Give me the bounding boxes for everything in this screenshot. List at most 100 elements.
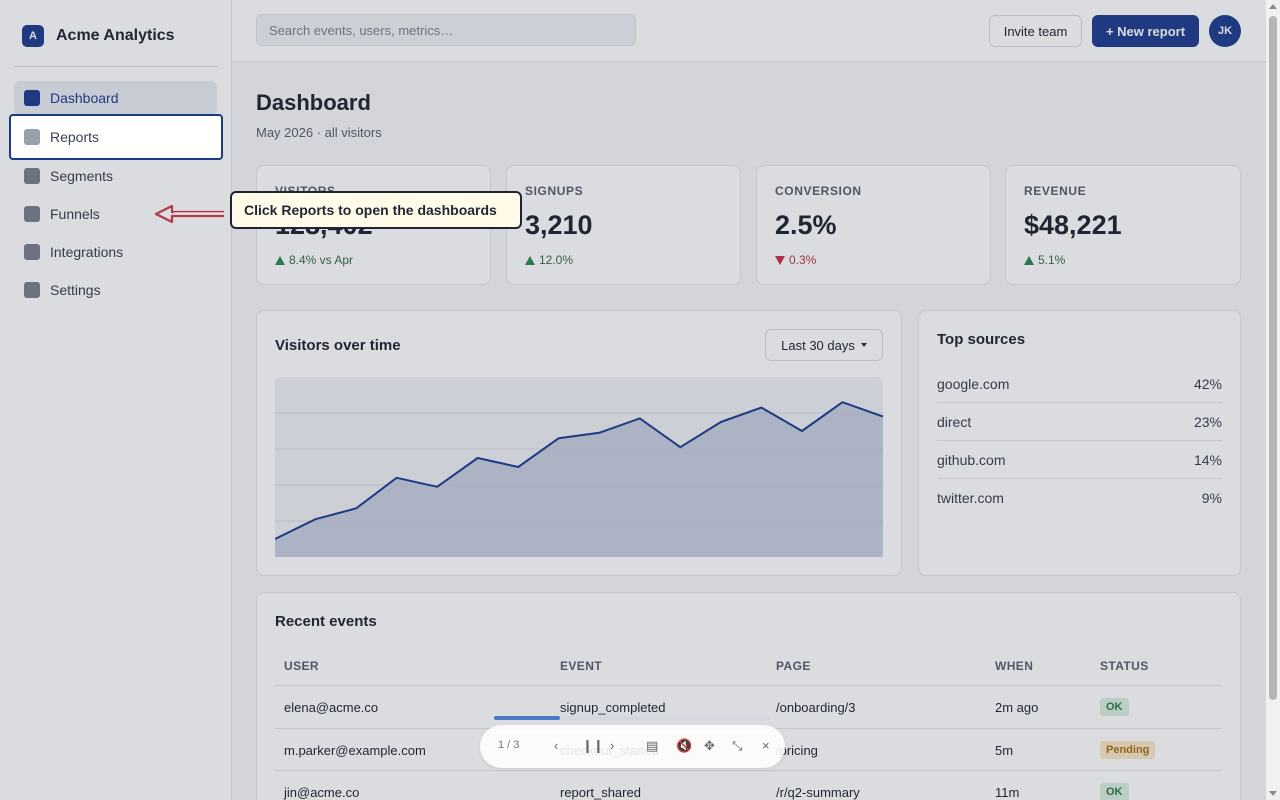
status-badge: Pending (1100, 741, 1156, 759)
cell-page: /r/q2-summary (776, 785, 860, 800)
sidebar-item-label: Dashboard (50, 90, 119, 106)
invite-team-button[interactable]: Invite team (989, 15, 1082, 47)
source-row[interactable]: twitter.com 9% (937, 479, 1222, 517)
new-report-button[interactable]: + New report (1092, 15, 1199, 47)
source-name: github.com (937, 451, 1006, 468)
tour-progress-bar[interactable] (494, 716, 770, 720)
cell-when: 11m (995, 785, 1020, 800)
close-icon[interactable]: × (762, 738, 770, 753)
scroll-down-icon[interactable] (1269, 791, 1277, 796)
status-badge: OK (1100, 783, 1129, 800)
sidebar-item-integrations[interactable]: Integrations (14, 235, 217, 269)
source-share: 23% (1193, 413, 1222, 430)
page-subtitle: May 2026 · all visitors (256, 125, 382, 140)
stat-delta: 12.0% (525, 253, 573, 267)
page-scrollbar[interactable] (1266, 0, 1280, 800)
cell-page: /onboarding/3 (776, 700, 856, 715)
sidebar-item-reports[interactable]: Reports (9, 114, 223, 160)
segments-icon (24, 168, 40, 184)
tutorial-tooltip: Click Reports to open the dashboards (230, 191, 522, 229)
source-name: twitter.com (937, 490, 1004, 506)
funnels-icon (24, 206, 40, 222)
sidebar-item-settings[interactable]: Settings (14, 273, 217, 307)
sidebar-item-label: Funnels (50, 206, 100, 222)
column-header-status[interactable]: STATUS (1100, 659, 1149, 673)
previous-icon[interactable]: ‹ (554, 738, 559, 753)
source-row[interactable]: direct 23% (937, 403, 1222, 441)
source-row[interactable]: google.com 42% (937, 365, 1222, 403)
trend-up-icon (525, 255, 535, 265)
chart-series-line (275, 401, 883, 540)
cell-user: elena@acme.co (284, 700, 379, 715)
captions-icon[interactable]: ▤ (646, 738, 659, 753)
brand[interactable]: A Acme Analytics (22, 25, 175, 47)
pause-icon[interactable]: ❙❙ (582, 738, 604, 753)
stat-delta: 5.1% (1024, 253, 1065, 267)
stat-label: REVENUE (1024, 184, 1087, 198)
stat-delta-text: 0.3% (789, 253, 817, 267)
sidebar-item-label: Reports (50, 129, 100, 145)
sidebar-item-label: Integrations (50, 244, 124, 260)
topbar: Invite team + New report JK (232, 0, 1266, 62)
column-header-page[interactable]: PAGE (776, 659, 811, 673)
dashboard-icon (24, 90, 40, 106)
sidebar-item-dashboard[interactable]: Dashboard (14, 81, 217, 115)
stat-card-revenue: REVENUE $48,221 5.1% (1005, 165, 1241, 285)
top-sources-card: Top sources google.com 42% direct 23% gi… (918, 310, 1241, 576)
cell-event: report_shared (560, 785, 641, 800)
tour-player: 1 / 3 ‹ ❙❙ › ▤ 🔇 ✥ ⤡ × (480, 725, 785, 768)
row-divider (275, 685, 1221, 686)
page-title: Dashboard (256, 90, 371, 115)
column-header-event[interactable]: EVENT (560, 659, 603, 673)
date-range-select[interactable]: Last 30 days (765, 329, 883, 361)
chart-title: Visitors over time (275, 337, 401, 354)
stat-delta-text: 8.4% vs Apr (289, 253, 354, 267)
trend-down-icon (775, 255, 785, 265)
mute-icon[interactable]: 🔇 (676, 738, 693, 753)
top-sources-title: Top sources (937, 331, 1026, 348)
sidebar-item-funnels[interactable]: Funnels (14, 197, 217, 231)
stat-label: CONVERSION (775, 184, 862, 198)
brand-logo-icon: A (22, 25, 44, 47)
stat-value: 2.5% (775, 210, 837, 240)
resize-icon[interactable]: ⤡ (732, 738, 743, 753)
cell-when: 5m (995, 743, 1014, 758)
cell-user: jin@acme.co (284, 785, 360, 800)
sidebar-item-segments[interactable]: Segments (14, 159, 217, 193)
step-counter: 1 / 3 (498, 739, 520, 751)
stat-card-conversion: CONVERSION 2.5% 0.3% (756, 165, 991, 285)
scroll-up-icon[interactable] (1269, 4, 1277, 9)
move-icon[interactable]: ✥ (704, 738, 715, 753)
column-header-when[interactable]: WHEN (995, 659, 1034, 673)
source-name: google.com (937, 375, 1010, 392)
stat-delta: 0.3% (775, 253, 816, 267)
row-divider (275, 770, 1221, 771)
sidebar-item-label: Segments (50, 168, 114, 184)
source-share: 14% (1193, 451, 1222, 468)
integrations-icon (24, 244, 40, 260)
date-range-label: Last 30 days (781, 337, 855, 353)
source-row[interactable]: github.com 14% (937, 441, 1222, 479)
brand-name: Acme Analytics (56, 27, 175, 44)
trend-up-icon (1024, 255, 1034, 265)
scrollbar-thumb[interactable] (1269, 16, 1277, 700)
cell-event: signup_completed (560, 700, 666, 715)
recent-events-title: Recent events (275, 613, 377, 630)
sidebar-divider (14, 66, 218, 67)
stat-value: $48,221 (1024, 210, 1122, 240)
settings-icon (24, 282, 40, 298)
source-name: direct (937, 413, 972, 430)
chart-area-fill (275, 402, 883, 557)
stat-label: SIGNUPS (525, 184, 584, 198)
status-badge: OK (1100, 698, 1129, 716)
avatar[interactable]: JK (1209, 15, 1241, 47)
search-input[interactable] (256, 14, 636, 46)
visitors-chart-card: Visitors over time Last 30 days (256, 310, 902, 576)
stat-delta-text: 5.1% (1038, 253, 1066, 267)
next-icon[interactable]: › (610, 738, 615, 753)
source-share: 42% (1193, 375, 1222, 392)
stat-value: 3,210 (525, 210, 593, 240)
caret-down-icon (860, 343, 867, 347)
column-header-user[interactable]: USER (284, 659, 319, 673)
visitors-chart (275, 377, 883, 557)
